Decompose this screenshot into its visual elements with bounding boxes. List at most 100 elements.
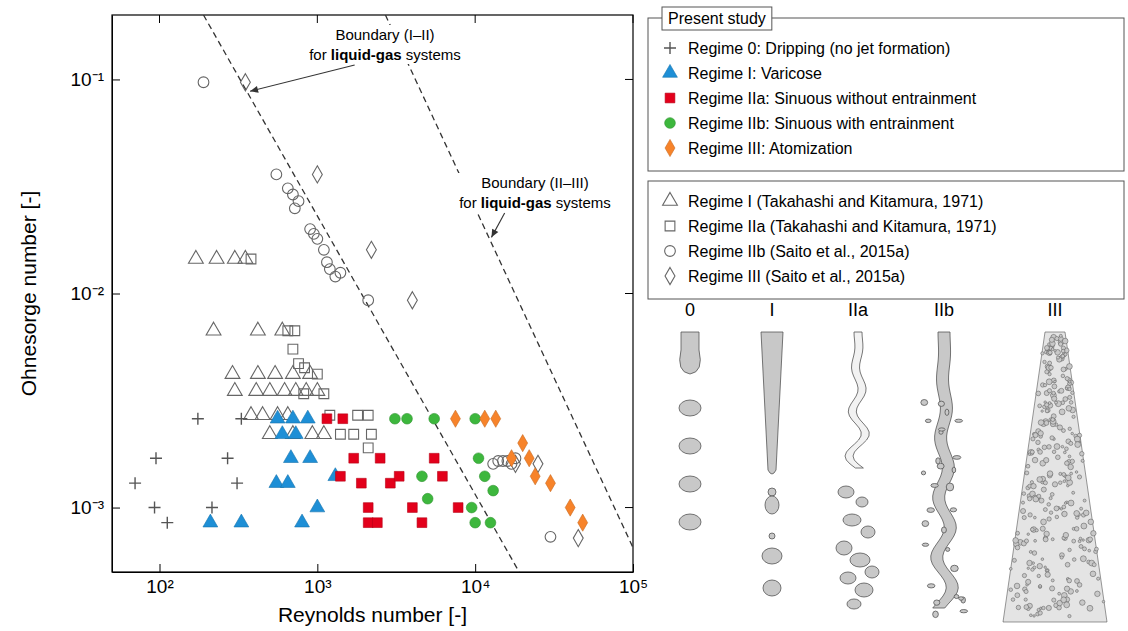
droplet <box>1068 381 1071 384</box>
droplet <box>945 409 949 415</box>
droplet <box>856 497 868 507</box>
series-reference-series <box>246 254 376 453</box>
droplet <box>960 610 968 613</box>
droplet <box>1068 548 1071 551</box>
droplet <box>1047 350 1052 355</box>
droplet <box>1057 357 1062 362</box>
y-tick-mark-right <box>625 293 633 294</box>
droplet <box>1095 547 1099 551</box>
point <box>288 189 299 200</box>
point <box>149 502 161 514</box>
legend-label: Regime I: Varicose <box>688 65 822 82</box>
droplet <box>1079 544 1083 548</box>
legend-title: Present study <box>668 10 766 27</box>
droplet <box>1050 436 1054 440</box>
droplet <box>1015 593 1020 598</box>
droplet <box>1052 450 1056 454</box>
droplet <box>1047 517 1051 521</box>
boundary-label-part: liquid-gas <box>331 46 402 63</box>
legend-label: Regime III: Atomization <box>688 140 853 157</box>
droplet <box>1088 537 1093 542</box>
droplet <box>1024 589 1028 593</box>
droplet <box>942 527 947 533</box>
point <box>262 383 277 396</box>
x-tick-mark <box>475 564 476 572</box>
legend-marker <box>665 139 675 156</box>
droplet <box>1059 334 1062 337</box>
droplet <box>1054 506 1059 511</box>
droplet <box>1054 401 1057 404</box>
droplet <box>936 458 940 464</box>
y-tick-label: 10⁻³ <box>71 497 104 518</box>
droplet <box>1052 384 1057 389</box>
droplet <box>1052 396 1057 401</box>
legend-label: Regime IIb (Saito et al., 2015a) <box>688 243 909 260</box>
point <box>349 429 359 439</box>
point <box>578 514 588 531</box>
droplet <box>1045 572 1050 577</box>
point <box>255 407 270 420</box>
legend-marker <box>665 221 675 231</box>
droplet <box>1052 482 1057 487</box>
series-reference-series <box>188 250 331 438</box>
droplet <box>1037 574 1040 577</box>
droplet <box>1062 338 1068 344</box>
droplet <box>768 488 776 496</box>
droplet <box>1061 367 1066 372</box>
point <box>294 359 304 369</box>
droplet <box>1064 502 1066 504</box>
droplet <box>1102 600 1105 603</box>
droplet <box>1045 370 1049 374</box>
point <box>473 453 484 464</box>
plot-frame <box>112 15 633 572</box>
droplet <box>1046 569 1049 572</box>
droplet <box>1043 360 1046 363</box>
droplet <box>1027 533 1029 535</box>
droplet <box>950 508 956 512</box>
series-series <box>203 410 343 527</box>
droplet <box>1041 352 1044 355</box>
droplet <box>1080 507 1083 510</box>
boundary-line <box>385 15 633 548</box>
droplet <box>765 496 779 514</box>
y-tick: 10⁻² <box>71 283 120 304</box>
point <box>192 413 204 425</box>
droplet <box>762 548 782 564</box>
droplet <box>1043 481 1047 485</box>
droplet <box>1097 577 1100 580</box>
droplet <box>1027 560 1033 566</box>
point <box>479 471 490 482</box>
droplet <box>934 600 940 605</box>
droplet <box>1063 532 1068 537</box>
point <box>235 413 247 425</box>
droplet <box>1027 497 1031 501</box>
point <box>336 471 346 481</box>
droplet <box>959 597 964 601</box>
droplet <box>679 476 701 492</box>
droplet <box>1082 547 1086 551</box>
droplet <box>1011 598 1015 602</box>
point <box>275 322 290 335</box>
droplet <box>1060 508 1062 510</box>
point <box>372 518 382 528</box>
y-tick: 10⁻³ <box>71 497 120 518</box>
droplet <box>1030 481 1033 484</box>
droplet <box>838 486 854 498</box>
regime-images: 0IIIaIIbIII <box>679 300 1107 622</box>
y-tick: 10⁻¹ <box>71 69 120 90</box>
point <box>324 264 335 275</box>
point <box>394 471 404 481</box>
legend-label: Regime I (Takahashi and Kitamura, 1971) <box>688 193 983 210</box>
droplet <box>1034 539 1037 542</box>
boundary-label: Boundary (I–II)for liquid-gas systems <box>309 26 461 63</box>
regime-image <box>836 332 879 609</box>
droplet <box>1066 405 1072 411</box>
droplet <box>1029 550 1032 553</box>
droplet <box>1049 337 1054 342</box>
point <box>206 502 218 514</box>
droplet <box>1069 441 1073 445</box>
x-tick-mark-top <box>159 15 160 23</box>
point <box>246 254 256 264</box>
y-axis-title: Ohnesorge number [-] <box>17 191 40 396</box>
droplet <box>1091 531 1096 536</box>
